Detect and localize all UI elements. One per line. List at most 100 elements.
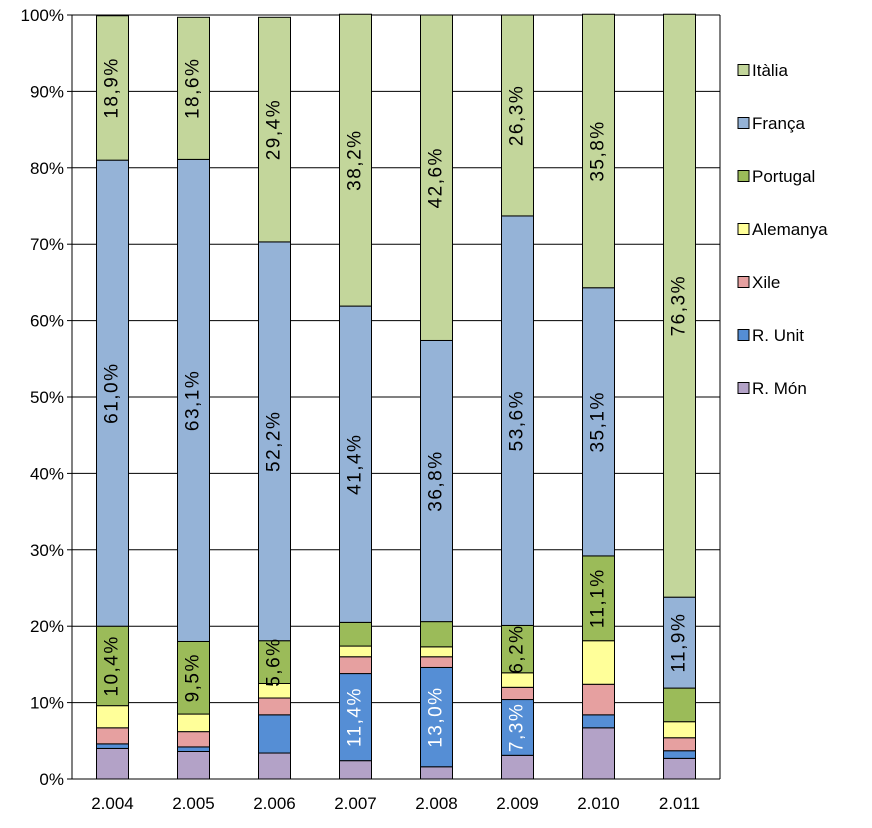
legend-label: R. Món [752, 379, 807, 398]
data-label: 11,1% [588, 568, 609, 628]
data-label: 10,4% [102, 635, 123, 696]
legend-swatch [737, 276, 750, 288]
y-tick-label: 0% [39, 770, 64, 789]
data-label: 9,5% [183, 653, 204, 702]
bar-segment [339, 673, 372, 762]
y-tick-label: 80% [30, 159, 64, 178]
data-label: 41,4% [345, 434, 366, 495]
y-tick-label: 30% [30, 541, 64, 560]
data-label: 29,4% [264, 99, 285, 160]
legend-swatch [737, 170, 750, 182]
x-tick-label: 2.005 [172, 794, 215, 813]
bar-segment [663, 721, 696, 739]
legend-label: França [752, 114, 805, 133]
x-tick-label: 2.007 [334, 794, 377, 813]
bar-segment [582, 555, 615, 642]
bar-segment [582, 714, 615, 729]
bar-segment [96, 15, 129, 161]
bar-segment [339, 656, 372, 675]
bar-segment [663, 13, 696, 598]
bar-segment [501, 699, 534, 756]
legend-swatch [737, 64, 750, 76]
bar-segment [501, 624, 534, 674]
legend-label: Itàlia [752, 61, 788, 80]
bar-segment [420, 766, 453, 780]
data-label: 7,3% [507, 703, 528, 752]
bar-segment [258, 697, 291, 716]
bar-segment [177, 158, 210, 642]
bar-segment [420, 656, 453, 668]
data-label: 38,2% [345, 129, 366, 190]
bar-segment [96, 159, 129, 627]
bar-segment [177, 713, 210, 733]
legend-swatch [737, 117, 750, 129]
data-label: 36,8% [426, 450, 447, 511]
bar-segment [339, 621, 372, 647]
data-label: 11,9% [669, 613, 690, 673]
bar-segment [420, 621, 453, 648]
bar-segment [177, 746, 210, 752]
bar-segment [501, 215, 534, 626]
bar-segment [258, 241, 291, 642]
bar-segment [339, 645, 372, 658]
data-label: 52,2% [264, 411, 285, 472]
y-tick-label: 40% [30, 464, 64, 483]
bar-segment [339, 13, 372, 307]
x-tick-label: 2.008 [415, 794, 458, 813]
x-tick-label: 2.006 [253, 794, 296, 813]
bar-segment [96, 727, 129, 745]
data-label: 6,2% [507, 624, 528, 673]
data-label: 18,9% [102, 57, 123, 118]
legend-swatch [737, 382, 750, 394]
bar-segment [420, 646, 453, 658]
legend-label: Portugal [752, 167, 815, 186]
y-tick-label: 100% [21, 6, 64, 25]
x-tick-label: 2.011 [659, 794, 700, 813]
bar-segment [582, 727, 615, 780]
y-tick-label: 60% [30, 312, 64, 331]
bar-segment [96, 747, 129, 780]
legend-label: Xile [752, 273, 780, 292]
x-tick-label: 2.010 [577, 794, 620, 813]
data-label: 26,3% [507, 85, 528, 146]
data-label: 61,0% [102, 362, 123, 423]
data-label: 5,6% [264, 637, 285, 686]
data-label: 35,1% [588, 391, 609, 452]
bar-segment [258, 752, 291, 780]
bar-segment [501, 754, 534, 780]
bar-segment [501, 686, 534, 701]
data-label: 76,3% [669, 275, 690, 336]
legend-label: R. Unit [752, 326, 804, 345]
bar-segment [177, 640, 210, 715]
bar-segment [177, 731, 210, 748]
bar-segment [420, 666, 453, 768]
legend-swatch [737, 329, 750, 341]
bar-segment [258, 714, 291, 754]
y-tick-label: 50% [30, 388, 64, 407]
data-label: 53,6% [507, 390, 528, 451]
bar-segment [582, 13, 615, 289]
y-tick-label: 70% [30, 235, 64, 254]
legend-swatch [737, 223, 750, 235]
bar-segment [582, 640, 615, 685]
data-label: 18,6% [183, 58, 204, 119]
legend-label: Alemanya [752, 220, 828, 239]
bar-segment [501, 672, 534, 688]
bar-segment [663, 737, 696, 752]
x-tick-label: 2.009 [496, 794, 539, 813]
y-tick-label: 10% [30, 694, 64, 713]
bar-segment [501, 14, 534, 217]
bar-segment [96, 625, 129, 707]
bar-segment [663, 687, 696, 723]
data-label: 35,8% [588, 120, 609, 181]
bar-segment [177, 16, 210, 160]
data-label: 13,0% [426, 686, 447, 747]
data-label: 42,6% [426, 147, 447, 208]
bar-segment [339, 305, 372, 623]
bar-segment [258, 16, 291, 243]
bar-segment [420, 14, 453, 341]
data-label: 11,4% [345, 687, 366, 747]
data-label: 63,1% [183, 370, 204, 431]
bar-segment [582, 683, 615, 716]
